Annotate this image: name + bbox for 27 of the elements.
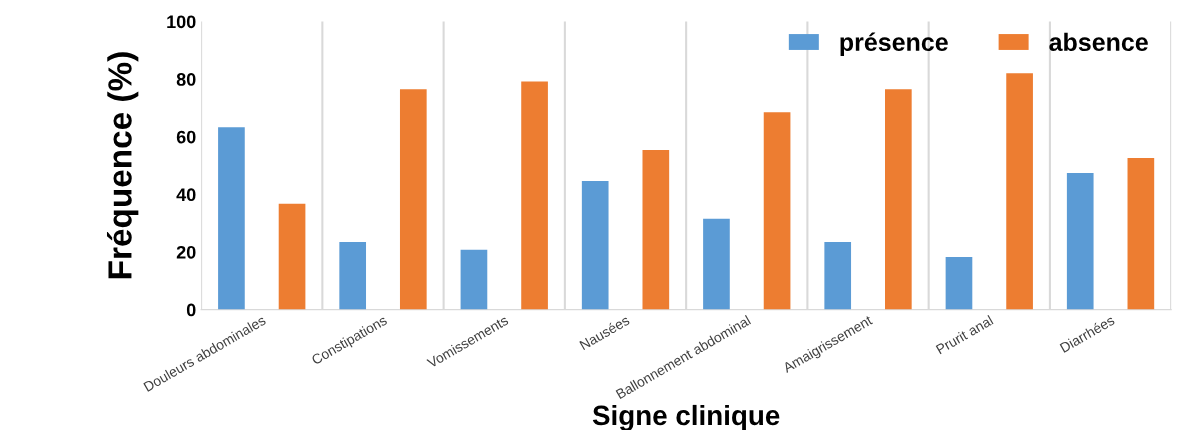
y-tick-label: 80 [176, 73, 196, 86]
bar [278, 203, 306, 310]
y-tick-label: 40 [176, 188, 196, 202]
x-axis-title: Signe clinique [592, 404, 780, 430]
bar [1066, 173, 1094, 310]
y-tick-label: 0 [186, 303, 196, 317]
bar [399, 89, 427, 310]
bar [339, 241, 367, 310]
y-tick-label: 100 [167, 15, 196, 29]
bar [460, 249, 488, 310]
bar [581, 181, 609, 310]
bar [885, 89, 912, 310]
x-tick-label: Prurit anal [935, 314, 994, 355]
y-tick-label: 60 [176, 130, 196, 144]
y-tick-label: 20 [176, 245, 196, 259]
bar [218, 127, 245, 310]
bar [763, 112, 791, 310]
legend-label: absence [1049, 32, 1148, 52]
bar [824, 241, 852, 310]
bar [703, 218, 730, 310]
bar [521, 81, 548, 310]
legend-label: présence [840, 32, 948, 56]
bar [642, 149, 670, 310]
bar [1006, 73, 1033, 310]
bar [1127, 158, 1155, 310]
y-axis-title: Fréquence (%) [106, 52, 139, 279]
bar [945, 256, 973, 310]
